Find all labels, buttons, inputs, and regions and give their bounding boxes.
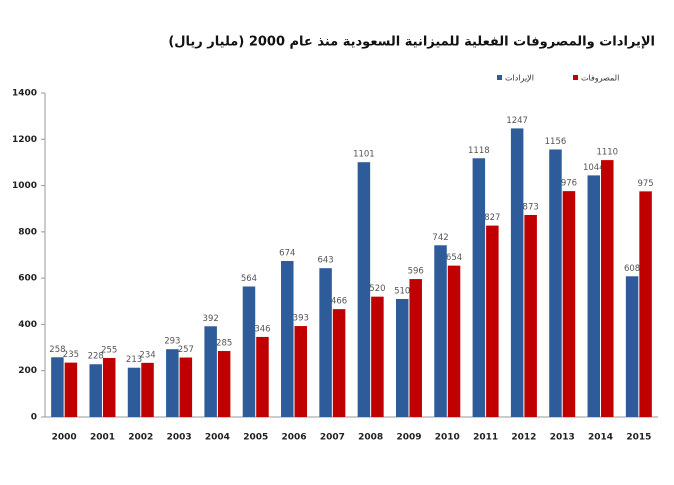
- x-tick-label: 2010: [435, 433, 460, 443]
- value-label: 975: [637, 179, 653, 189]
- bar: [434, 245, 447, 417]
- bar: [562, 191, 576, 417]
- legend-label: المصروفات: [581, 74, 619, 83]
- y-tick-label: 400: [18, 320, 37, 330]
- value-label: 285: [216, 339, 232, 349]
- y-tick-label: 1400: [12, 89, 37, 99]
- value-label: 393: [293, 314, 309, 324]
- value-label: 293: [164, 337, 180, 347]
- legend-swatch: [497, 75, 502, 80]
- bar: [472, 158, 486, 417]
- bar: [357, 162, 371, 417]
- x-tick-label: 2015: [626, 433, 651, 443]
- value-label: 1110: [596, 148, 618, 158]
- value-label: 564: [241, 274, 257, 284]
- bar: [587, 175, 601, 417]
- value-label: 654: [446, 253, 462, 263]
- bar: [256, 336, 269, 417]
- value-label: 466: [331, 297, 347, 307]
- value-label: 873: [523, 202, 539, 212]
- x-tick-label: 2006: [282, 433, 307, 443]
- bar: [102, 357, 116, 417]
- bar: [409, 279, 422, 417]
- x-tick-label: 2011: [473, 433, 498, 443]
- x-tick-label: 2000: [52, 433, 77, 443]
- bar: [332, 309, 346, 417]
- value-label: 1247: [506, 116, 528, 126]
- value-label: 674: [279, 249, 295, 259]
- value-label: 520: [369, 284, 385, 294]
- bar: [549, 149, 562, 417]
- y-tick-label: 600: [18, 274, 37, 284]
- bar: [625, 276, 639, 417]
- y-tick-label: 200: [18, 366, 37, 376]
- x-tick-label: 2013: [550, 433, 575, 443]
- value-label: 742: [432, 233, 448, 243]
- value-label: 255: [101, 345, 117, 355]
- bar: [166, 349, 179, 417]
- bar: [486, 225, 499, 417]
- value-label: 213: [126, 355, 142, 365]
- x-tick-label: 2014: [588, 433, 613, 443]
- value-label: 258: [49, 345, 65, 355]
- x-tick-label: 2003: [167, 433, 192, 443]
- x-tick-label: 2007: [320, 433, 345, 443]
- value-label: 257: [178, 345, 194, 355]
- bar: [524, 214, 537, 417]
- legend-swatch: [573, 75, 578, 80]
- bar: [204, 326, 217, 417]
- x-tick-label: 2005: [243, 433, 268, 443]
- bar: [179, 357, 193, 417]
- x-tick-label: 2002: [128, 433, 153, 443]
- bar: [510, 128, 524, 417]
- bar: [141, 362, 154, 417]
- bar: [51, 357, 64, 417]
- value-label: 608: [624, 264, 640, 274]
- chart-title: الإيرادات والمصروفات الفعلية للميزانية ا…: [168, 35, 655, 50]
- bar: [319, 268, 332, 417]
- bar: [89, 364, 102, 417]
- x-tick-label: 2004: [205, 433, 230, 443]
- y-tick-label: 1200: [12, 135, 37, 145]
- legend-label: الإيرادات: [505, 74, 534, 84]
- value-label: 1044: [583, 163, 605, 173]
- value-label: 827: [484, 213, 500, 223]
- bar: [371, 296, 384, 417]
- value-label: 1118: [468, 146, 490, 156]
- bar: [447, 265, 461, 417]
- bar: [601, 160, 614, 417]
- y-tick-label: 0: [31, 413, 37, 423]
- bar: [242, 286, 256, 417]
- bar: [294, 326, 308, 417]
- value-label: 392: [203, 314, 219, 324]
- value-label: 235: [63, 350, 79, 360]
- bar: [395, 298, 409, 417]
- value-label: 976: [561, 179, 577, 189]
- value-label: 234: [139, 350, 155, 360]
- value-label: 346: [254, 324, 270, 334]
- x-tick-label: 2012: [511, 433, 536, 443]
- y-tick-label: 800: [18, 227, 37, 237]
- bar: [64, 362, 78, 417]
- bar: [217, 351, 231, 417]
- value-label: 643: [317, 256, 333, 266]
- bar: [281, 261, 294, 417]
- x-tick-label: 2009: [396, 433, 421, 443]
- value-label: 510: [394, 286, 410, 296]
- bar: [639, 191, 652, 417]
- x-tick-label: 2008: [358, 433, 383, 443]
- y-tick-label: 1000: [12, 181, 37, 191]
- value-label: 228: [88, 352, 104, 362]
- value-label: 596: [408, 267, 424, 277]
- bar: [127, 367, 141, 417]
- value-label: 1156: [545, 137, 567, 147]
- value-label: 1101: [353, 150, 375, 160]
- x-tick-label: 2001: [90, 433, 115, 443]
